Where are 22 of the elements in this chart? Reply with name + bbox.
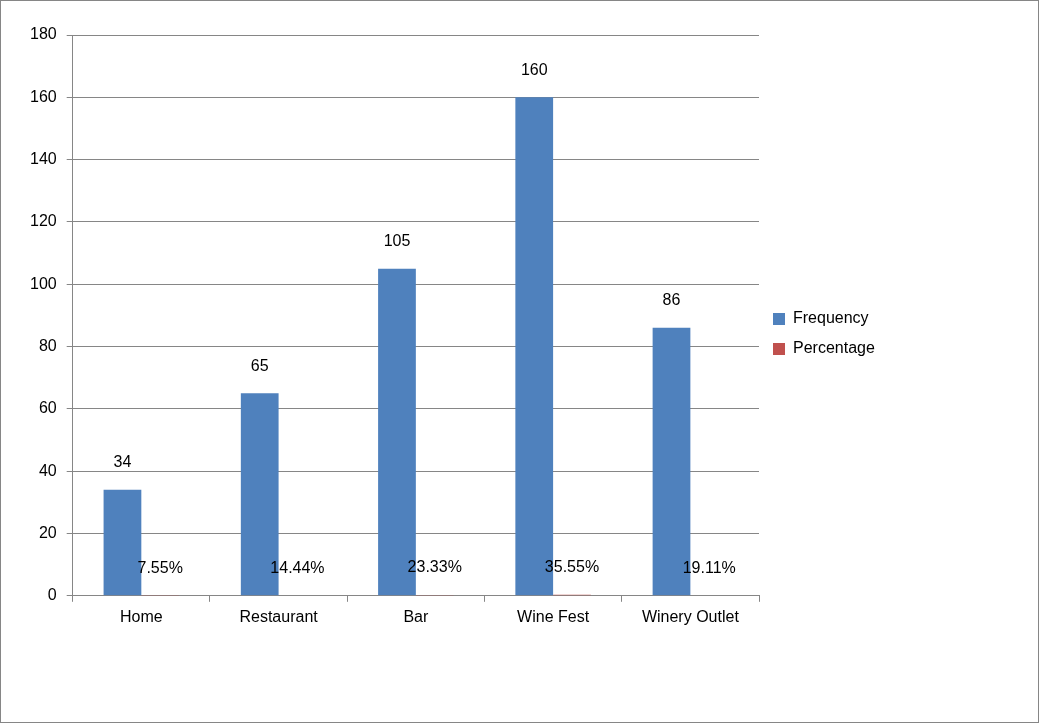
y-tick-label: 80 xyxy=(38,336,57,354)
y-tick-label: 40 xyxy=(38,461,57,479)
y-tick-label: 20 xyxy=(38,523,57,541)
data-label: 65 xyxy=(250,356,269,374)
data-label: 34 xyxy=(113,453,132,471)
data-label: 160 xyxy=(520,60,548,78)
legend-label: Frequency xyxy=(793,309,869,327)
x-tick-label: Winery Outlet xyxy=(641,607,740,625)
legend-label: Percentage xyxy=(793,339,875,357)
y-tick-label: 120 xyxy=(29,212,57,230)
data-label: 86 xyxy=(662,291,681,309)
y-tick-label: 60 xyxy=(38,399,57,417)
y-tick-label: 0 xyxy=(47,586,57,604)
y-tick-label: 140 xyxy=(29,150,57,168)
y-tick-label: 180 xyxy=(29,25,57,43)
y-tick-label: 160 xyxy=(29,87,57,105)
x-tick-label: Restaurant xyxy=(239,607,319,625)
y-tick-label: 100 xyxy=(29,274,57,292)
x-tick-label: Bar xyxy=(403,607,429,625)
x-tick-label: Home xyxy=(119,607,163,625)
x-tick-label: Wine Fest xyxy=(517,607,590,625)
data-label: 105 xyxy=(383,232,411,250)
